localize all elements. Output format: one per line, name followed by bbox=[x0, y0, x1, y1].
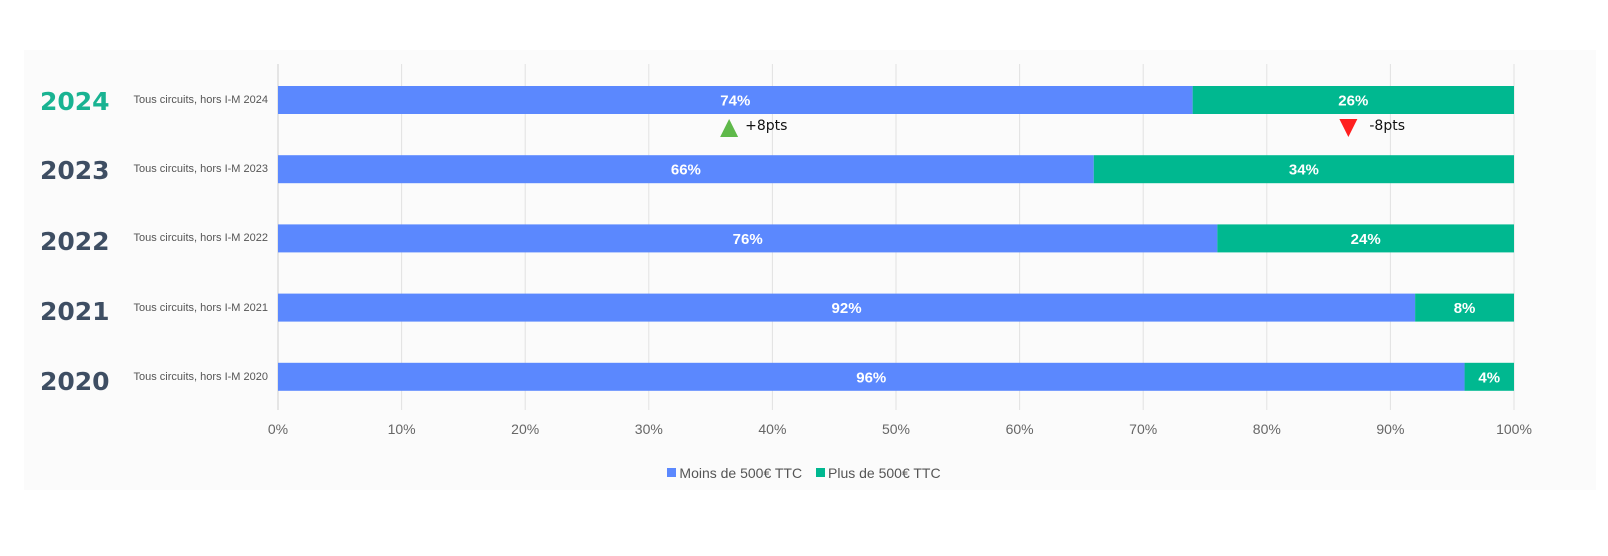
chart-panel bbox=[24, 50, 1596, 490]
category-label: Tous circuits, hors I-M 2020 bbox=[133, 370, 269, 383]
up-arrow-icon bbox=[720, 119, 739, 137]
x-tick-label: 80% bbox=[1253, 421, 1281, 437]
bar-over-500 bbox=[1464, 362, 1514, 391]
year-label: 2022 bbox=[40, 227, 110, 257]
legend: Moins de 500€ TTC Plus de 500€ TTC bbox=[0, 464, 1608, 481]
data-label-over-500: 4% bbox=[1478, 369, 1500, 386]
bar-over-500 bbox=[1415, 293, 1514, 322]
category-label: Tous circuits, hors I-M 2024 bbox=[133, 94, 269, 106]
data-label-under-500: 76% bbox=[733, 231, 763, 248]
legend-item-under: Moins de 500€ TTC bbox=[667, 465, 802, 481]
data-label-over-500: 24% bbox=[1351, 231, 1381, 248]
down-arrow-icon bbox=[1339, 119, 1358, 137]
year-label: 2020 bbox=[40, 367, 110, 397]
bar-over-500 bbox=[1192, 86, 1514, 114]
bar-under-500 bbox=[278, 224, 1218, 253]
data-label-under-500: 74% bbox=[720, 93, 750, 110]
bar-over-500 bbox=[1217, 224, 1514, 253]
category-label: Tous circuits, hors I-M 2023 bbox=[133, 163, 269, 176]
x-tick-label: 70% bbox=[1129, 421, 1157, 437]
x-tick-label: 60% bbox=[1006, 421, 1034, 437]
annotation-increase: +8pts bbox=[745, 118, 788, 134]
year-label: 2021 bbox=[40, 297, 110, 327]
data-label-under-500: 92% bbox=[832, 300, 862, 317]
bar-under-500 bbox=[278, 86, 1193, 114]
bar-over-500 bbox=[1093, 155, 1514, 184]
x-tick-label: 90% bbox=[1376, 421, 1404, 437]
legend-item-over: Plus de 500€ TTC bbox=[816, 465, 941, 481]
annotation-decrease: -8pts bbox=[1369, 118, 1406, 134]
year-label: 2023 bbox=[40, 156, 110, 186]
bar-under-500 bbox=[278, 155, 1094, 184]
year-label: 2024 bbox=[40, 87, 110, 116]
data-label-under-500: 96% bbox=[856, 369, 886, 386]
x-tick-label: 100% bbox=[1496, 421, 1532, 437]
x-tick-label: 0% bbox=[268, 421, 288, 437]
legend-swatch-over bbox=[816, 468, 825, 477]
category-label: Tous circuits, hors I-M 2021 bbox=[133, 301, 269, 314]
x-tick-label: 10% bbox=[388, 421, 416, 437]
category-label: Tous circuits, hors I-M 2022 bbox=[133, 232, 269, 245]
legend-label-under: Moins de 500€ TTC bbox=[679, 464, 803, 481]
bar-under-500 bbox=[278, 362, 1465, 391]
data-label-under-500: 66% bbox=[671, 162, 701, 179]
data-label-over-500: 8% bbox=[1454, 300, 1476, 317]
x-tick-label: 40% bbox=[758, 421, 786, 437]
x-tick-label: 20% bbox=[511, 421, 539, 437]
bar-under-500 bbox=[278, 293, 1416, 322]
data-label-over-500: 26% bbox=[1338, 93, 1368, 110]
legend-swatch-under bbox=[667, 468, 677, 477]
legend-label-over: Plus de 500€ TTC bbox=[828, 464, 941, 481]
x-tick-label: 50% bbox=[882, 421, 910, 437]
data-label-over-500: 34% bbox=[1289, 162, 1319, 179]
x-tick-label: 30% bbox=[635, 421, 663, 437]
